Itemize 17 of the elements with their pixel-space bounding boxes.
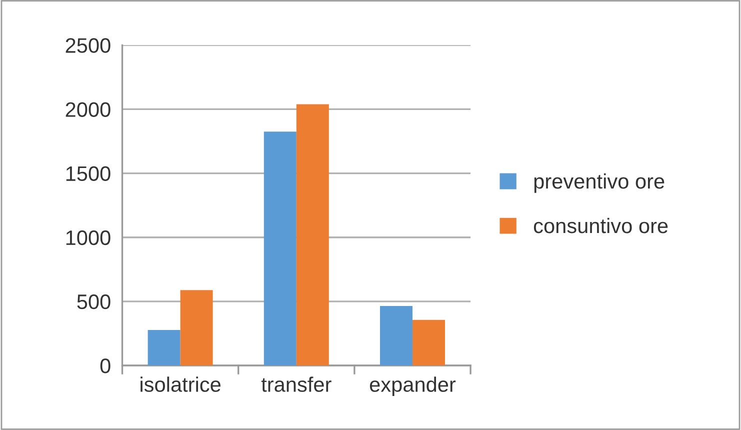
y-tick-label: 1500 (66, 166, 110, 182)
y-tick-label: 0 (100, 358, 110, 374)
y-tick-label: 500 (77, 294, 110, 310)
bar (264, 132, 296, 366)
y-tick-label: 1000 (66, 230, 110, 246)
bar (380, 306, 412, 366)
bar (180, 290, 213, 366)
bar (148, 330, 180, 366)
legend-label: preventivo ore (534, 173, 664, 193)
y-tick-label: 2500 (66, 38, 110, 53)
bar (296, 104, 329, 366)
x-tick-label: isolatrice (140, 376, 220, 392)
x-tick-label: expander (370, 376, 456, 396)
legend-label: consuntivo ore (534, 218, 668, 234)
x-tick-label: transfer (261, 376, 332, 392)
bar (412, 320, 445, 366)
y-tick-label: 2000 (66, 102, 110, 117)
